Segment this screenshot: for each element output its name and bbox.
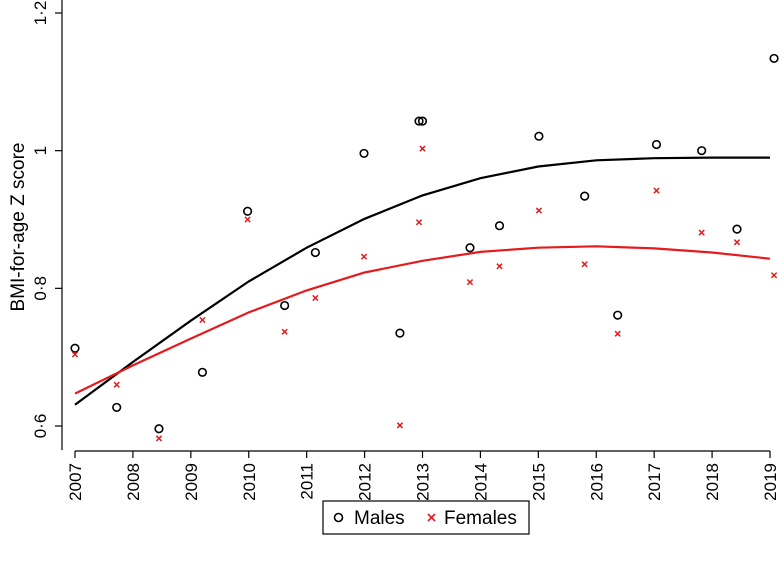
males-point [732, 224, 742, 234]
females-point [614, 330, 621, 337]
x-tick-label: 2011 [298, 463, 317, 500]
legend-box [322, 500, 530, 535]
males-point [697, 146, 707, 156]
males-point [197, 367, 208, 377]
fit-lines [74, 156, 771, 406]
y-axis-title: BMI-for-age Z score [8, 143, 29, 312]
females-point [415, 219, 423, 226]
males-point [242, 206, 253, 216]
legend: Males Females [322, 500, 530, 535]
y-tick-label: 1 [31, 146, 50, 155]
females-point [281, 328, 288, 335]
females-point [653, 187, 660, 194]
males-point [112, 402, 122, 413]
females-point [113, 381, 120, 388]
males-point [154, 424, 164, 434]
males-point [414, 116, 424, 126]
legend-males-marker [333, 512, 344, 523]
legend-females-marker [427, 513, 436, 522]
x-tick-label: 2015 [529, 463, 548, 501]
males-point [417, 116, 428, 126]
y-tick-label: 1·2 [31, 1, 50, 26]
males-point [613, 310, 623, 320]
females-point [419, 145, 426, 152]
females-point [71, 351, 79, 358]
legend-females-label: Females [444, 508, 517, 529]
x-tick-label: 2017 [645, 463, 664, 501]
legend-males-label: Males [354, 508, 405, 529]
x-tick-label: 2014 [471, 463, 490, 501]
females-point [199, 316, 206, 324]
males-point [494, 221, 505, 231]
males-point [359, 148, 369, 159]
females-point [244, 216, 251, 223]
males-point [280, 300, 290, 311]
x-tick-label: 2016 [587, 463, 606, 501]
females-point [770, 272, 778, 279]
females-point [155, 435, 163, 442]
males-point [310, 247, 320, 258]
females-point [466, 279, 474, 286]
females-point [581, 261, 588, 268]
y-axis-ticks: 0·6 0·8 1 1·2 [31, 1, 62, 439]
x-tick-label: 2010 [240, 463, 259, 501]
x-tick-label: 2018 [703, 463, 722, 501]
males-point [395, 328, 405, 338]
x-tick-label: 2019 [761, 463, 780, 501]
males-point [70, 343, 80, 353]
x-tick-label: 2008 [124, 463, 143, 501]
x-tick-label: 2009 [182, 463, 201, 501]
females-fit-line [74, 245, 771, 395]
females-point [396, 422, 404, 429]
x-tick-label: 2013 [414, 463, 433, 501]
males-point [534, 131, 544, 141]
males-point [651, 139, 662, 150]
males-point [465, 243, 475, 253]
females-point [360, 253, 368, 260]
females-point [733, 239, 741, 246]
axes [61, 0, 770, 452]
y-tick-label: 0·8 [31, 276, 50, 301]
males-point [769, 53, 779, 64]
x-tick-label: 2007 [66, 463, 85, 501]
y-tick-label: 0·6 [31, 414, 50, 439]
males-point [580, 191, 590, 201]
x-tick-label: 2012 [356, 463, 375, 501]
females-point [698, 229, 705, 236]
males-fit-line [74, 156, 770, 406]
females-point [535, 207, 543, 214]
females-point [312, 294, 319, 302]
x-axis-ticks: 2007 2008 2009 2010 2011 2012 2013 2014 2015 2016… [66, 451, 780, 501]
females-point [496, 263, 503, 270]
data-points [70, 53, 779, 442]
